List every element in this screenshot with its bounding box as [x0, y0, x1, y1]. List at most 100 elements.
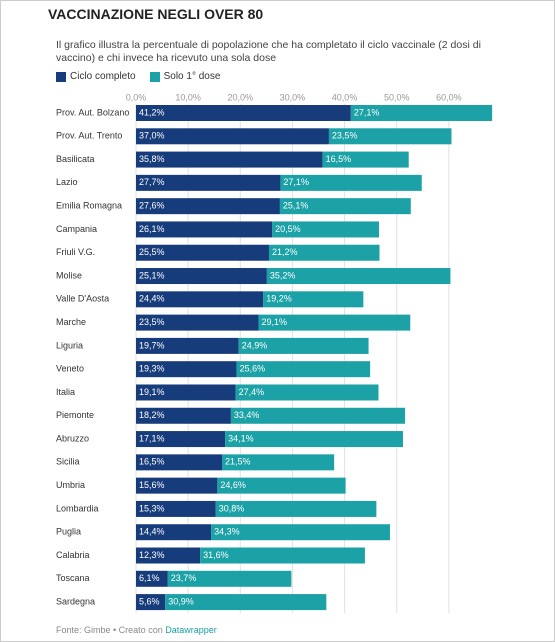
source: Fonte: Gimbe • Creato con [56, 625, 163, 635]
credit[interactable]: Datawrapper [165, 625, 217, 635]
bar [136, 361, 237, 378]
bar [280, 174, 422, 191]
value-label: 5,6% [139, 596, 160, 606]
bar [165, 594, 327, 611]
bar [136, 431, 226, 448]
value-label: 15,6% [139, 480, 165, 490]
y-tick-label: Liguria [56, 340, 83, 350]
x-tick-label: 20,0% [228, 92, 254, 102]
y-tick-label: Lazio [56, 177, 78, 187]
legend-item: Solo 1° dose [149, 71, 220, 82]
chart-subtitle: Il grafico illustra la percentuale di po… [56, 39, 481, 64]
value-label: 37,0% [139, 131, 165, 141]
bar [222, 454, 335, 471]
bar [225, 431, 403, 448]
bar [136, 221, 273, 238]
y-tick-label: Veneto [56, 364, 84, 374]
bar [322, 151, 409, 168]
x-tick-label: 0,0% [126, 92, 147, 102]
value-label: 19,3% [139, 364, 165, 374]
value-label: 15,3% [139, 503, 165, 513]
bar [236, 361, 371, 378]
bar [136, 198, 280, 215]
y-tick-label: Sicilia [56, 457, 80, 467]
bar [328, 128, 452, 145]
bar [136, 407, 231, 424]
value-label: 35,2% [270, 270, 296, 280]
value-label: 17,1% [139, 433, 165, 443]
y-tick-label: Piemonte [56, 410, 94, 420]
value-label: 25,6% [240, 364, 266, 374]
y-tick-label: Marche [56, 317, 86, 327]
bar [215, 500, 377, 517]
value-label: 20,5% [275, 224, 301, 234]
bar [136, 384, 236, 401]
bar [266, 268, 451, 285]
bar [350, 105, 493, 121]
bar [238, 337, 369, 354]
x-tick-label: 50,0% [384, 92, 410, 102]
bar [235, 384, 379, 401]
y-tick-label: Umbria [56, 480, 85, 490]
bar [200, 547, 365, 564]
y-tick-label: Abruzzo [56, 433, 89, 443]
footer: Fonte: Gimbe • Creato con Datawrapper [56, 625, 217, 635]
legend-item: Ciclo completo [56, 71, 136, 82]
value-label: 16,5% [139, 457, 165, 467]
y-tick-label: Calabria [56, 550, 90, 560]
chart-title: VACCINAZIONE NEGLI OVER 80 [48, 6, 264, 22]
bar [167, 570, 292, 587]
value-label: 23,7% [171, 573, 197, 583]
bar [136, 477, 218, 494]
legend: Ciclo completo Solo 1° dose [56, 71, 220, 82]
value-label: 27,4% [239, 387, 265, 397]
legend-swatch [149, 71, 160, 82]
value-label: 24,6% [220, 480, 246, 490]
value-label: 19,1% [139, 387, 165, 397]
value-label: 23,5% [139, 317, 165, 327]
bar [279, 198, 411, 215]
value-label: 26,1% [139, 224, 165, 234]
value-label: 33,4% [234, 410, 260, 420]
value-label: 18,2% [139, 410, 165, 420]
bar [230, 407, 406, 424]
y-tick-label: Sardegna [56, 596, 95, 606]
value-label: 41,2% [139, 107, 165, 117]
value-label: 23,5% [332, 131, 358, 141]
y-tick-label: Toscana [56, 573, 90, 583]
chart: 0,0% 10,0% 20,0% 30,0% 40,0% 50,0% 60,0% Prov. … [56, 92, 493, 613]
y-tick-label: Puglia [56, 527, 81, 537]
bar [136, 594, 166, 611]
legend-swatch [56, 71, 66, 82]
bar [211, 524, 390, 541]
bar [272, 221, 379, 238]
bar [136, 500, 216, 517]
value-label: 12,3% [139, 550, 165, 560]
bar [136, 244, 269, 261]
value-label: 14,4% [139, 527, 165, 537]
value-label: 27,1% [283, 177, 309, 187]
bar [136, 128, 329, 145]
value-label: 21,2% [272, 247, 298, 257]
value-label: 29,1% [262, 317, 288, 327]
y-tick-label: Friuli V.G. [56, 247, 95, 257]
bar [136, 105, 351, 121]
value-label: 30,9% [168, 596, 194, 606]
value-label: 34,3% [214, 527, 240, 537]
bar [136, 570, 168, 587]
bar [136, 174, 281, 191]
bar [136, 337, 239, 354]
value-label: 25,5% [139, 247, 165, 257]
value-label: 19,7% [139, 340, 165, 350]
value-label: 19,2% [266, 294, 292, 304]
x-tick-label: 60,0% [436, 92, 462, 102]
value-label: 30,8% [219, 503, 245, 513]
value-label: 27,1% [354, 107, 380, 117]
y-tick-label: Molise [56, 270, 82, 280]
bar [136, 268, 267, 285]
x-tick-label: 40,0% [332, 92, 358, 102]
y-tick-label: Lombardia [56, 503, 99, 513]
y-tick-label: Basilicata [56, 154, 95, 164]
value-label: 24,4% [139, 294, 165, 304]
bar [217, 477, 346, 494]
